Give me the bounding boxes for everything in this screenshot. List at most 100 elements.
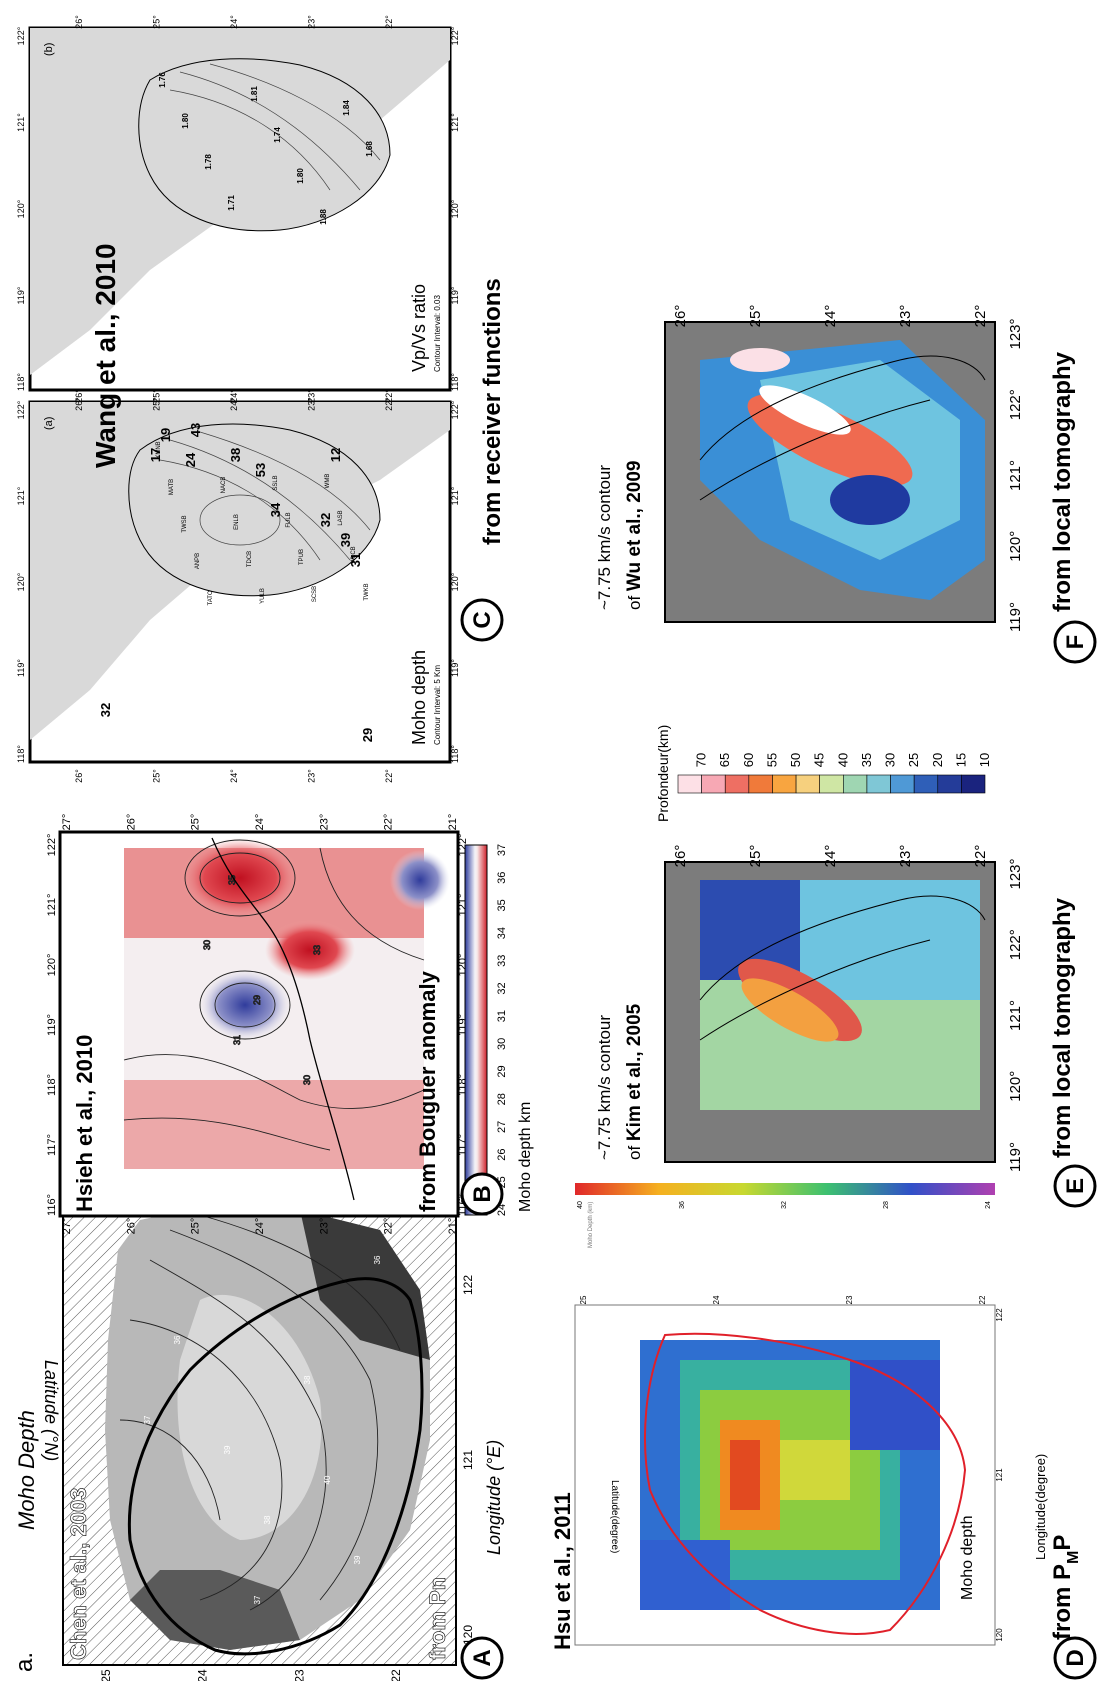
- panel-b-y-tick-left: 27°: [61, 1218, 73, 1235]
- panel-f-white-zone-2: [730, 348, 790, 372]
- panel-c-left-x-tick-bottom: 121°: [450, 486, 460, 505]
- panel-d-colorbar-tick: 40: [577, 1201, 584, 1209]
- panel-b-y-tick-left: 25°: [190, 1218, 202, 1235]
- panel-d-x-tick: 122: [995, 1308, 1004, 1322]
- panel-d-y-tick: 22: [978, 1295, 987, 1304]
- panel-b-x-tick-top: 122°: [46, 834, 58, 857]
- panel-c-right-x-tick-bottom: 118°: [450, 373, 460, 391]
- legend-ef-swatch: [937, 774, 962, 794]
- panel-e: 119° 120° 121° 122° 123° 26° 25° 24° 23° 22° ~7.…: [595, 845, 1097, 1208]
- legend-ef-swatch: [724, 774, 750, 794]
- panel-c-right-y-tick-top: 25°: [152, 15, 162, 29]
- panel-c-left-x-tick-top: 118°: [16, 745, 26, 763]
- panel-c-left-value: 31: [348, 553, 363, 567]
- panel-f-coastline: [699, 355, 986, 461]
- legend-ef-swatches: [677, 774, 986, 794]
- panel-c-right-x-tick-top: 122°: [16, 26, 26, 45]
- panel-c-right-y-ticks: 26°26°25°25°24°24°23°23°22°22°: [74, 15, 394, 411]
- panel-a-contour-label: 37: [143, 1415, 152, 1424]
- panel-b-colorbar-tick: 34: [496, 927, 508, 939]
- panel-c-right-y-tick-bottom: 24°: [229, 397, 239, 411]
- panel-b-y-tick-left: 24°: [254, 1218, 266, 1235]
- panel-c-right-tag: (b): [43, 43, 55, 56]
- legend-ef-tick: 70: [694, 753, 709, 767]
- legend-ef-swatch: [748, 774, 773, 794]
- panel-a-letter: A: [469, 1649, 496, 1666]
- panel-b-high-anomaly-2: [265, 920, 355, 980]
- panel-c-right-value: 1.71: [227, 195, 236, 211]
- panel-e-y-tick: 24°: [822, 845, 839, 868]
- panel-d-x-ticks: 120 121 122: [995, 1308, 1004, 1642]
- panel-c-left-stations: KMNB MATB TWSB ANPB TATO NACB ENLB TDCB YULB SSLB…: [156, 441, 370, 605]
- panel-e-x-tick: 121°: [1007, 1000, 1024, 1031]
- panel-e-y-tick: 26°: [672, 845, 689, 868]
- panel-c-author: Wang et al., 2010: [90, 243, 121, 468]
- panel-c-letter-circle: [460, 598, 504, 642]
- panel-f-x-tick: 122°: [1007, 389, 1024, 420]
- panel-e-letter-circle: [1053, 1164, 1097, 1208]
- panel-a-dark-zone: [300, 1210, 430, 1360]
- panel-c-right-contours: [169, 63, 381, 191]
- panel-b-letter-circle: [460, 1172, 504, 1216]
- panel-b-high-anomaly: [180, 838, 300, 918]
- panel-c-right-x-tick-top: 121°: [16, 113, 26, 132]
- panel-c-right-y-tick-bottom: 23°: [307, 397, 317, 411]
- panel-f-method: from local tomography: [1049, 351, 1076, 612]
- panel-a-contour-label: 36: [373, 1255, 382, 1264]
- panel-d-colorbar-ticks: 40 36 32 28 24: [577, 1201, 992, 1209]
- legend-ef-tick: 10: [977, 753, 992, 767]
- panel-e-y-ticks: 26° 25° 24° 23° 22°: [672, 845, 989, 868]
- panel-b-y-tick-right: 27°: [61, 814, 73, 831]
- panel-c-right-x-tick-bottom: 120°: [450, 199, 460, 218]
- legend-ef-swatch: [819, 774, 844, 794]
- panel-c: 29 32 17 19 24 43 38 53 34 32 39 31 12 KMNB MATB TWSB A…: [16, 15, 506, 783]
- panel-b-colorbar-tick: 37: [496, 844, 508, 856]
- panel-a-heading: Moho Depth: [14, 1410, 39, 1530]
- panel-f-deep-blue-zone: [830, 475, 910, 525]
- legend-ef-swatch: [866, 774, 891, 794]
- panel-c-left-x-tick-bottom: 118°: [450, 745, 460, 763]
- panel-e-coastline-2: [699, 939, 931, 1041]
- panel-c-left-station: SSLB: [273, 475, 279, 490]
- legend-ef-swatch: [701, 774, 726, 794]
- panel-e-y-tick: 22°: [972, 845, 989, 868]
- legend-ef: Profondeur(km) 70 65 60 55 50 45 40 35 30 25 20 15 1…: [655, 725, 992, 822]
- panel-b-letter: B: [469, 1185, 496, 1202]
- panel-c-left-value: 53: [253, 463, 268, 477]
- figure-label-rot: a.: [11, 1652, 38, 1672]
- panel-c-left-station: YULB: [260, 588, 266, 604]
- panel-c-right-y-tick-bottom: 25°: [152, 397, 162, 411]
- panel-a-x-tick: 122: [461, 1275, 475, 1295]
- panel-a-contour-labels: 37 36 39 38 40 38 39 37 36: [143, 1255, 382, 1604]
- panel-b-method: from Bouguer anomaly: [415, 970, 440, 1212]
- panel-c-left-x-tick-top: 119°: [16, 659, 26, 677]
- panel-c-right-y-tick-bottom: 22°: [384, 397, 394, 411]
- panel-c-right-x-tick-top: 120°: [16, 199, 26, 218]
- panel-b-colorbar-tick: 28: [496, 1093, 508, 1105]
- panel-c-left-station: TDCB: [247, 551, 253, 567]
- panel-e-orange-zone: [741, 978, 839, 1042]
- panel-b-contour-label: 35: [227, 875, 237, 885]
- panel-f-y-tick: 26°: [672, 305, 689, 328]
- legend-ef-tick: 50: [788, 753, 803, 767]
- panel-c-left-station: WLCB: [351, 546, 357, 563]
- panel-c-left-value: 19: [158, 428, 173, 442]
- panel-c-right-taiwan: [138, 58, 391, 232]
- panel-c-left-station: TPUB: [299, 549, 305, 565]
- panel-f-letter: F: [1062, 635, 1089, 650]
- panel-c-letter: C: [469, 611, 496, 628]
- panel-c-left-station: NACB: [221, 477, 227, 494]
- panel-c-right-y-tick-top: 22°: [384, 15, 394, 29]
- legend-ef-ticks: 70 65 60 55 50 45 40 35 30 25 20 15 10: [694, 753, 992, 767]
- panel-d-grid: [640, 1340, 940, 1610]
- panel-e-x-tick: 123°: [1007, 858, 1024, 889]
- legend-ef-swatch: [795, 774, 820, 794]
- panel-d-colorbar-tick: 28: [883, 1201, 890, 1209]
- panel-b-y-tick-left: 21°: [447, 1218, 459, 1235]
- legend-ef-tick: 20: [930, 753, 945, 767]
- panel-a-contour-label: 36: [173, 1335, 182, 1344]
- panel-c-left-y-tick-bottom: 24°: [229, 769, 239, 783]
- panel-b-colorbar-tick: 33: [496, 955, 508, 967]
